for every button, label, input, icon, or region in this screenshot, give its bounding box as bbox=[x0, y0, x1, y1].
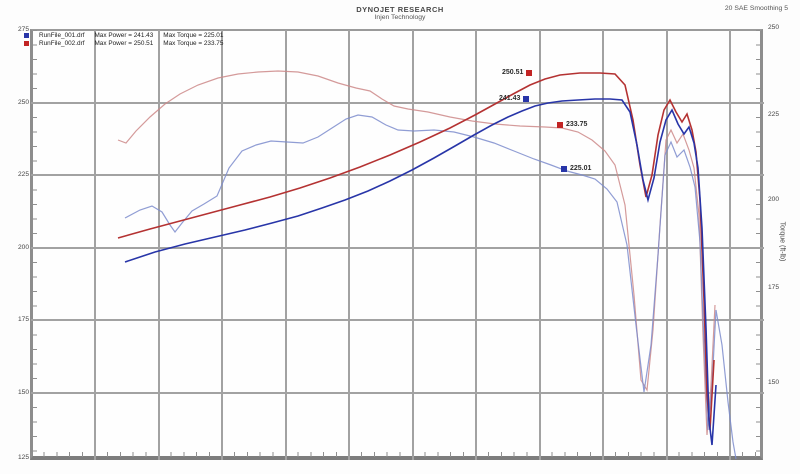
legend-swatch-red bbox=[24, 40, 29, 46]
peak-torque-red-marker bbox=[557, 121, 563, 128]
peak-power-blue-marker bbox=[523, 95, 530, 102]
legend: RunFile_001.drf Max Power = 241.43 Max T… bbox=[24, 31, 233, 47]
legend-row-blue: RunFile_001.drf Max Power = 241.43 Max T… bbox=[24, 31, 233, 39]
left-tick-6: 125 bbox=[17, 454, 29, 461]
horizontal-gridlines bbox=[31, 102, 764, 394]
left-tick-0: 275 bbox=[17, 26, 29, 33]
legend-max-power-blue: Max Power = 241.43 bbox=[94, 31, 154, 39]
torque-curve-red bbox=[117, 70, 716, 436]
page-title: DYNOJET RESEARCH bbox=[356, 5, 444, 14]
right-axis-title: Torque (ft-lb) bbox=[778, 221, 786, 262]
peak-torque-blue-value: 225.01 bbox=[570, 165, 592, 172]
peak-power-red-annotation: 250.51 bbox=[502, 69, 533, 76]
peak-power-blue-value: 241.43 bbox=[499, 95, 521, 102]
left-tick-3: 200 bbox=[17, 244, 29, 251]
legend-file-red: RunFile_002.drf bbox=[39, 39, 85, 47]
right-tick-3: 175 bbox=[768, 284, 780, 291]
vertical-gridlines bbox=[94, 30, 731, 460]
legend-row-red: RunFile_002.drf Max Power = 250.51 Max T… bbox=[24, 39, 233, 47]
power-curve-red bbox=[117, 72, 715, 431]
legend-max-torque-red: Max Torque = 233.75 bbox=[163, 39, 224, 47]
peak-torque-blue-annotation: 225.01 bbox=[561, 165, 591, 172]
left-tick-2: 225 bbox=[17, 171, 29, 178]
right-tick-2: 200 bbox=[768, 196, 780, 203]
legend-file-blue: RunFile_001.drf bbox=[39, 31, 85, 39]
legend-max-torque-blue: Max Torque = 225.01 bbox=[163, 31, 224, 39]
peak-power-red-value: 250.51 bbox=[502, 69, 524, 76]
smoothing-note: 20 SAE Smoothing 5 bbox=[724, 5, 788, 12]
right-tick-4: 150 bbox=[768, 379, 780, 386]
peak-torque-blue-marker bbox=[561, 165, 567, 172]
power-curve-blue bbox=[124, 98, 717, 446]
right-axis-minor-ticks bbox=[756, 30, 760, 463]
legend-max-power-red: Max Power = 250.51 bbox=[94, 39, 154, 47]
legend-swatch-blue bbox=[24, 32, 29, 38]
peak-torque-red-annotation: 233.75 bbox=[557, 121, 587, 128]
peak-torque-red-value: 233.75 bbox=[566, 121, 588, 128]
torque-curve-blue bbox=[124, 114, 737, 460]
left-tick-5: 150 bbox=[17, 389, 29, 396]
bottom-axis-minor-ticks bbox=[31, 452, 764, 457]
left-tick-1: 250 bbox=[17, 99, 29, 106]
peak-power-blue-annotation: 241.43 bbox=[499, 95, 530, 102]
plot-border bbox=[30, 29, 763, 460]
page-subtitle: Injen Technology bbox=[374, 14, 426, 21]
right-tick-1: 225 bbox=[768, 111, 780, 118]
peak-power-red-marker bbox=[526, 69, 533, 76]
left-axis-minor-ticks bbox=[33, 30, 37, 463]
left-tick-4: 175 bbox=[17, 316, 29, 323]
right-tick-0: 250 bbox=[768, 24, 780, 31]
